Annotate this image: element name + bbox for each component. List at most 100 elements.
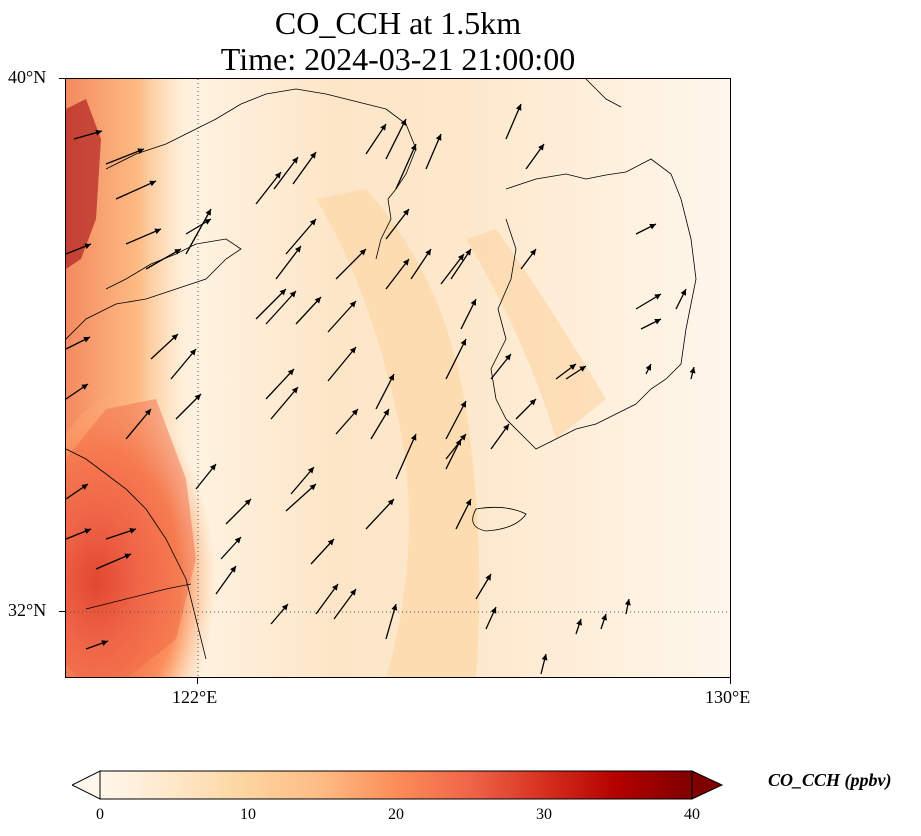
wind-vector-head	[129, 528, 136, 534]
map-title-line-2: Time: 2024-03-21 21:00:00	[220, 41, 576, 77]
wind-vector-head	[234, 537, 241, 544]
wind-vector	[125, 228, 162, 245]
colorbar-tick-40: 40	[684, 806, 700, 823]
wind-vector-head	[154, 228, 161, 235]
wind-vector-head	[410, 434, 417, 441]
wind-vector	[105, 148, 145, 165]
wind-vector-head	[457, 254, 464, 261]
wind-vector-head	[490, 607, 497, 614]
wind-vector-head	[459, 434, 466, 441]
wind-vector	[285, 483, 317, 512]
wind-vector	[385, 208, 410, 240]
wind-vector	[335, 248, 367, 280]
colorbar-svg	[70, 770, 724, 800]
colorbar-label: CO_CCH (ppbv)	[768, 770, 892, 790]
wind-vector	[365, 498, 395, 530]
wind-vector-head	[402, 259, 409, 266]
wind-vector	[327, 346, 357, 382]
wind-vector-head	[529, 399, 536, 406]
wind-vector-head	[81, 484, 88, 490]
lon-tick-130e: 130°E	[705, 687, 751, 707]
wind-vector-head	[351, 409, 358, 416]
lat-tick-mark	[59, 78, 65, 79]
wind-vector-head	[601, 614, 607, 621]
map-canvas	[66, 79, 730, 677]
wind-vector	[440, 253, 465, 285]
wind-vector-head	[291, 387, 298, 394]
wind-vector-head	[579, 366, 586, 372]
wind-vector-head	[435, 134, 442, 141]
wind-vector	[425, 133, 442, 170]
wind-vector-head	[349, 301, 356, 308]
wind-vector-head	[327, 539, 334, 546]
wind-vector-head	[244, 499, 251, 506]
wind-vector	[385, 603, 397, 640]
wind-vector-head	[388, 374, 394, 381]
wind-vector-head	[174, 249, 181, 255]
wind-vector-head	[281, 604, 288, 611]
wind-vector-head	[530, 249, 536, 256]
wind-vector	[505, 103, 522, 140]
wind-vector-head	[294, 246, 301, 253]
wind-vector-head	[83, 337, 90, 343]
wind-vector-head	[387, 499, 394, 506]
wind-vector-head	[124, 553, 131, 560]
wind-vector-head	[503, 424, 509, 431]
wind-vector-head	[309, 484, 316, 491]
lat-tick-32n: 32°N	[8, 600, 47, 620]
wind-vector-head	[310, 152, 316, 159]
wind-vector-head	[455, 439, 461, 446]
wind-vector-head	[309, 219, 316, 226]
wind-vector-head	[624, 599, 631, 606]
lat-tick-40n: 40°N	[8, 67, 47, 87]
wind-vector	[285, 218, 317, 255]
wind-vector	[410, 248, 432, 280]
wind-vector-head	[576, 619, 582, 626]
wind-vector-head	[504, 354, 511, 361]
wind-vector-head	[400, 119, 406, 126]
wind-vector-head	[194, 394, 201, 401]
wind-vector	[292, 151, 317, 185]
wind-vector-head	[680, 289, 686, 296]
wind-vector	[315, 583, 339, 615]
wind-vector-head	[515, 104, 522, 111]
wind-vector-head	[292, 157, 298, 164]
wind-vector	[327, 300, 357, 333]
wind-vector-head	[332, 584, 338, 591]
wind-vector-head	[349, 347, 356, 354]
wind-vector	[395, 433, 417, 480]
wind-vector-head	[359, 249, 366, 256]
colorbar-tick-0: 0	[96, 806, 104, 823]
wind-vector-head	[410, 144, 417, 151]
wind-vector	[385, 118, 407, 160]
wind-vector-head	[654, 319, 661, 325]
wind-vector-head	[137, 148, 144, 154]
lon-tick-122e: 122°E	[172, 687, 218, 707]
wind-vector	[395, 143, 417, 190]
wind-vector-head	[380, 124, 386, 131]
wind-vector-head	[569, 364, 576, 370]
wind-vector-head	[144, 409, 151, 416]
wind-vector-head	[465, 249, 471, 256]
wind-vector-head	[425, 249, 431, 256]
wind-vector-head	[230, 566, 236, 573]
wind-vector	[145, 248, 182, 270]
wind-vector	[445, 400, 467, 440]
wind-vector-head	[350, 589, 356, 596]
wind-vector-head	[189, 349, 196, 356]
wind-vector-head	[84, 528, 91, 535]
wind-vector-head	[307, 467, 314, 474]
wind-vector	[333, 588, 357, 620]
wind-vectors	[66, 103, 696, 675]
colorbar-tick-30: 30	[536, 806, 552, 823]
wind-vector-head	[689, 367, 696, 374]
map-panel	[65, 78, 731, 678]
wind-vector	[445, 338, 467, 380]
wind-vector	[125, 408, 152, 440]
wind-vector-head	[274, 172, 281, 179]
wind-vector-head	[149, 180, 156, 187]
wind-vector-head	[101, 640, 108, 646]
wind-vector-head	[645, 364, 651, 371]
wind-vector-head	[171, 334, 178, 341]
wind-vector	[95, 553, 132, 570]
